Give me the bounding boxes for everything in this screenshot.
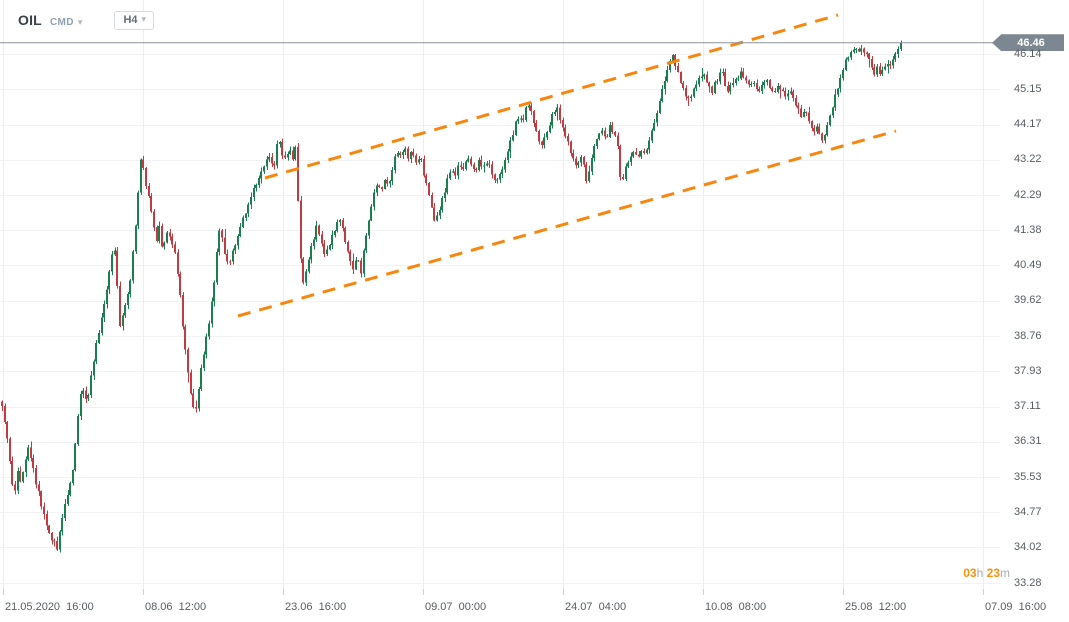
time-axis-label: 07.09 16:00 (985, 601, 1047, 613)
price-axis-label: 45.15 (1014, 82, 1042, 95)
price-axis-label: 42.29 (1014, 188, 1042, 201)
trendline-channel-upper[interactable] (264, 13, 839, 180)
price-axis-label: 38.76 (1014, 329, 1042, 342)
time-axis-label: 25.08 12:00 (845, 601, 907, 613)
time-axis-label: 10.08 08:00 (705, 601, 767, 613)
price-axis-label: 35.53 (1014, 470, 1042, 483)
symbol-selector[interactable]: OIL CMD ▾ (18, 12, 82, 28)
chart-toolbar: OIL CMD ▾ H4 ▾ (0, 0, 155, 40)
countdown-hours-unit: h (976, 566, 984, 580)
price-axis-label: 46.14 (1014, 47, 1042, 60)
price-axis-label: 34.02 (1014, 540, 1042, 553)
price-axis-label: 37.93 (1014, 364, 1042, 377)
price-axis-label: 41.38 (1014, 223, 1042, 236)
time-axis[interactable]: 21.05.2020 16:00 08.06 12:00 23.06 16:00 09… (0, 595, 1069, 622)
price-axis[interactable]: 46.46 46.14 45.15 44.17 43.22 42.29 41.38 40.4… (992, 0, 1069, 595)
current-price-value: 46.46 (1017, 36, 1045, 49)
countdown-minutes-unit: m (1000, 566, 1010, 580)
candles-layer (1, 40, 902, 553)
chevron-down-icon: ▾ (77, 17, 83, 27)
price-axis-label: 34.77 (1014, 505, 1042, 518)
current-price-badge: 46.46 (992, 34, 1064, 52)
price-axis-label: 39.62 (1014, 294, 1042, 307)
time-axis-label: 09.07 00:00 (425, 601, 487, 613)
instrument-type-label: CMD (49, 17, 74, 28)
price-axis-label: 43.22 (1014, 153, 1042, 166)
price-axis-label: 33.28 (1014, 576, 1042, 589)
time-axis-label: 23.06 16:00 (285, 601, 347, 613)
candle-countdown: 03h 23m (900, 566, 1010, 580)
price-axis-label: 37.11 (1014, 400, 1041, 413)
chart-canvas[interactable] (0, 0, 1000, 595)
chevron-down-icon: ▾ (141, 14, 147, 24)
countdown-minutes: 23 (986, 566, 1000, 580)
price-axis-label: 40.49 (1014, 258, 1042, 271)
timeframe-value: H4 (123, 13, 138, 26)
price-axis-label: 36.31 (1014, 435, 1042, 448)
countdown-hours: 03 (963, 566, 977, 580)
timeframe-dropdown[interactable]: H4 ▾ (114, 10, 155, 30)
time-axis-label: 21.05.2020 16:00 (5, 601, 94, 613)
price-axis-label: 44.17 (1014, 118, 1042, 131)
symbol-name: OIL (18, 12, 42, 28)
time-axis-label: 24.07 04:00 (565, 601, 627, 613)
time-axis-label: 08.06 12:00 (145, 601, 207, 613)
trendline-channel-lower[interactable] (237, 129, 897, 318)
